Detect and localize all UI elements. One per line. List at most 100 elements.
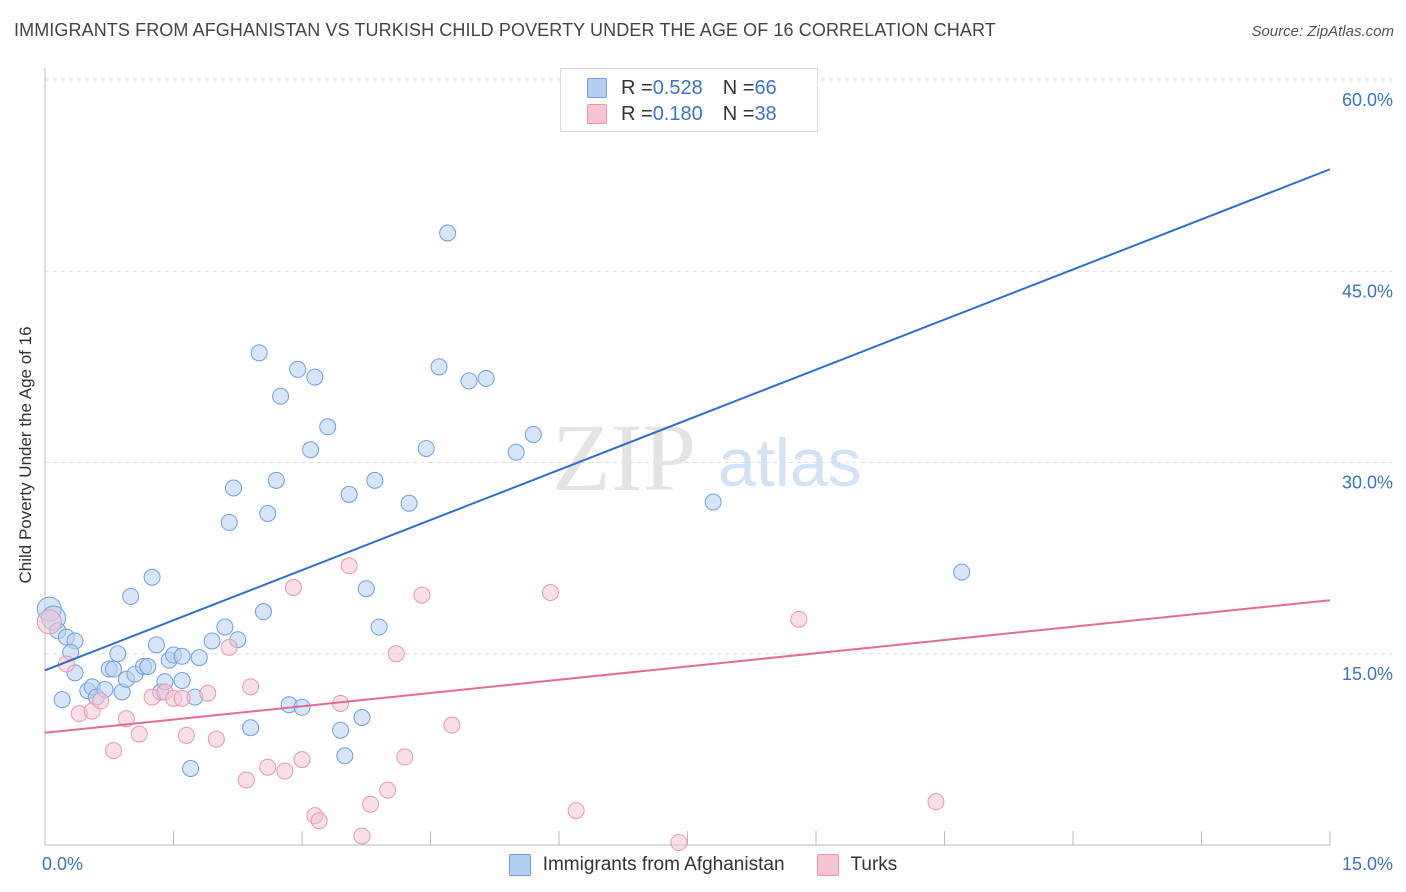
afghanistan-point <box>139 658 157 675</box>
turks-point <box>927 793 945 811</box>
legend-r-label: R = <box>621 102 653 125</box>
watermark-atlas: atlas <box>718 425 862 501</box>
afghanistan-point <box>353 709 371 726</box>
afghanistan-point <box>289 360 307 378</box>
turks-point <box>310 812 328 830</box>
afghanistan-point <box>105 660 123 678</box>
turks-point <box>259 758 277 776</box>
watermark-zip: ZIP <box>552 404 696 511</box>
afghanistan-point <box>524 425 542 443</box>
turks-point <box>340 557 358 575</box>
legend-n-value: 38 <box>754 102 777 125</box>
afghanistan-point <box>216 618 234 636</box>
turks-point <box>130 725 148 743</box>
afghanistan-point <box>400 494 418 512</box>
turks-point <box>396 748 414 766</box>
turks-point <box>293 751 311 769</box>
turks-point <box>199 684 217 702</box>
legend-label-turks: Turks <box>850 854 898 875</box>
afghanistan-point <box>306 368 324 386</box>
turks-point <box>92 692 110 710</box>
turks-point <box>670 833 688 851</box>
turks-point <box>207 730 225 748</box>
afghanistan-point <box>143 568 161 586</box>
afghanistan-point <box>417 439 435 457</box>
turks-point <box>567 802 585 820</box>
afghanistan-point <box>182 760 200 777</box>
afghanistan-point <box>507 443 525 461</box>
legend-label-afghanistan: Immigrants from Afghanistan <box>542 854 785 875</box>
legend-n-value: 66 <box>754 76 777 99</box>
turks-point <box>173 689 191 707</box>
turks-point <box>105 742 123 760</box>
data-points <box>36 224 971 851</box>
turks-point <box>541 584 559 602</box>
afghanistan-point <box>357 580 375 598</box>
legend-row-turks: R = 0.180 N = 38 <box>587 102 777 126</box>
turks-point <box>242 678 260 696</box>
x-tick-label: 0.0% <box>42 854 83 874</box>
afghanistan-point <box>953 563 971 581</box>
afghanistan-point <box>173 672 191 690</box>
afghanistan-point <box>302 441 320 459</box>
afghanistan-point <box>477 369 495 387</box>
afghanistan-point <box>319 418 337 436</box>
afghanistan-point <box>220 513 238 531</box>
turks-point <box>237 771 255 789</box>
legend-swatch-turks <box>587 104 607 124</box>
y-tick-label: 15.0% <box>1342 664 1393 684</box>
legend-row-afghanistan: R = 0.528 N = 66 <box>587 76 777 100</box>
legend-swatch-turks <box>816 854 839 876</box>
afghanistan-point <box>122 587 140 605</box>
x-tick-label: 15.0% <box>1342 854 1393 874</box>
turks-point <box>379 781 397 799</box>
axes <box>44 68 1331 846</box>
correlation-legend: R = 0.528 N = 66 R = 0.180 N = 38 <box>560 68 818 132</box>
y-tick-label: 60.0% <box>1342 90 1393 110</box>
afghanistan-point <box>439 224 457 242</box>
series-legend: Immigrants from Afghanistan Turks <box>0 852 1406 878</box>
legend-swatch-afghanistan <box>587 78 607 98</box>
legend-n-label: N = <box>722 76 755 99</box>
afghanistan-point <box>259 505 277 522</box>
afghanistan-point <box>173 647 191 665</box>
afghanistan-point <box>332 721 350 739</box>
turks-point <box>36 609 62 635</box>
afghanistan-point <box>147 636 165 654</box>
legend-r-value: 0.528 <box>652 76 703 99</box>
grid-lines <box>45 77 1392 655</box>
turks-point <box>220 638 238 656</box>
afghanistan-point <box>336 747 354 765</box>
afghanistan-point <box>242 719 260 737</box>
afghanistan-point <box>250 344 268 362</box>
y-tick-label: 30.0% <box>1342 473 1393 493</box>
turks-point <box>353 827 371 845</box>
turks-point <box>443 716 461 734</box>
y-axis-label: Child Poverty Under the Age of 16 <box>16 326 35 584</box>
afghanistan-trend-line <box>44 168 1331 672</box>
afghanistan-point <box>370 618 388 636</box>
turks-point <box>413 586 431 604</box>
watermark: ZIP atlas <box>552 404 862 511</box>
legend-n-label: N = <box>722 102 755 125</box>
afghanistan-point <box>224 479 242 497</box>
afghanistan-point <box>109 645 127 663</box>
turks-trend-line <box>44 599 1331 734</box>
afghanistan-point <box>430 358 448 376</box>
afghanistan-point <box>267 471 285 489</box>
legend-item-afghanistan: Immigrants from Afghanistan <box>508 854 785 876</box>
turks-point <box>117 710 135 728</box>
trend-lines <box>44 168 1331 734</box>
turks-point <box>387 645 405 663</box>
afghanistan-point <box>203 632 221 650</box>
turks-point <box>362 795 380 813</box>
turks-point <box>284 578 302 596</box>
y-tick-label: 45.0% <box>1342 281 1393 301</box>
afghanistan-point <box>460 372 478 390</box>
afghanistan-point <box>704 493 722 511</box>
turks-point <box>790 610 808 628</box>
afghanistan-point <box>254 603 272 621</box>
afghanistan-point <box>272 387 290 405</box>
source-label: Source: ZipAtlas.com <box>1251 23 1394 40</box>
